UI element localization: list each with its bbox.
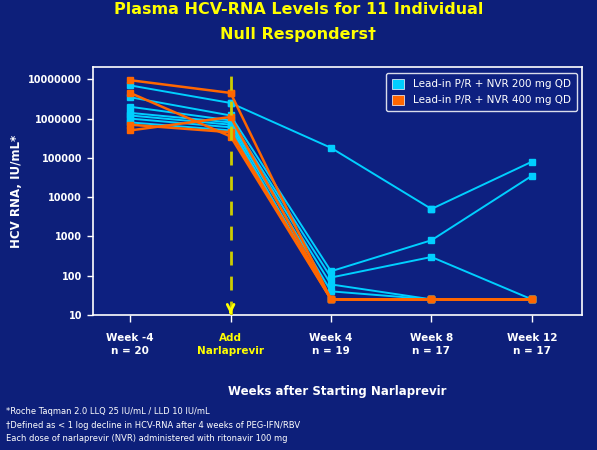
Text: Plasma HCV-RNA Levels for 11 Individual: Plasma HCV-RNA Levels for 11 Individual xyxy=(114,2,483,17)
Text: Each dose of narlaprevir (NVR) administered with ritonavir 100 mg: Each dose of narlaprevir (NVR) administe… xyxy=(6,434,288,443)
Text: *Roche Taqman 2.0 LLQ 25 IU/mL / LLD 10 IU/mL: *Roche Taqman 2.0 LLQ 25 IU/mL / LLD 10 … xyxy=(6,407,210,416)
Text: Add: Add xyxy=(219,333,242,343)
Text: Weeks after Starting Narlaprevir: Weeks after Starting Narlaprevir xyxy=(228,385,447,398)
Text: n = 17: n = 17 xyxy=(413,346,451,356)
Legend: Lead-in P/R + NVR 200 mg QD, Lead-in P/R + NVR 400 mg QD: Lead-in P/R + NVR 200 mg QD, Lead-in P/R… xyxy=(386,73,577,112)
Text: Week 12: Week 12 xyxy=(507,333,557,343)
Text: Week -4: Week -4 xyxy=(106,333,154,343)
Text: Week 8: Week 8 xyxy=(410,333,453,343)
Text: n = 17: n = 17 xyxy=(513,346,551,356)
Text: Narlaprevir: Narlaprevir xyxy=(197,346,264,356)
Text: Null Responders†: Null Responders† xyxy=(220,27,377,42)
Text: †Defined as < 1 log decline in HCV-RNA after 4 weeks of PEG-IFN/RBV: †Defined as < 1 log decline in HCV-RNA a… xyxy=(6,421,300,430)
Text: Week 4: Week 4 xyxy=(309,333,353,343)
Text: n = 20: n = 20 xyxy=(111,346,149,356)
Y-axis label: HCV RNA, IU/mL*: HCV RNA, IU/mL* xyxy=(10,135,23,248)
Text: n = 19: n = 19 xyxy=(312,346,350,356)
